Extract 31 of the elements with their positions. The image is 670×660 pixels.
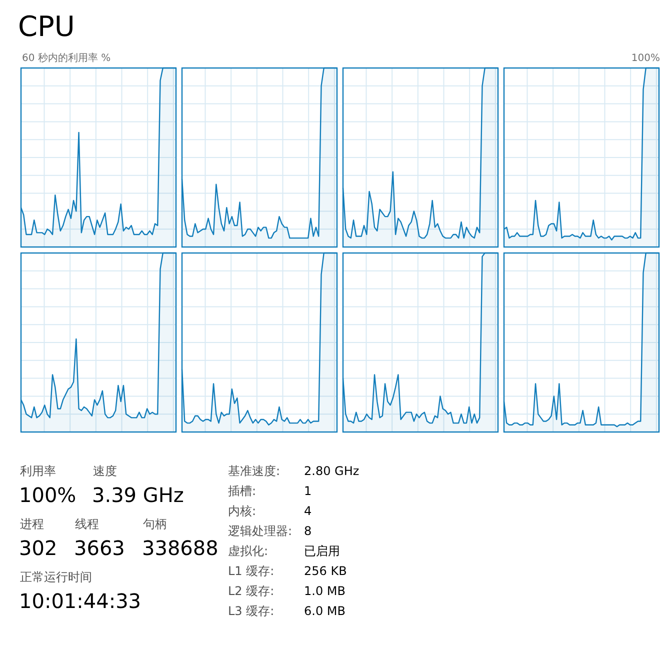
text: L2 缓存:	[228, 584, 274, 598]
text: 100%	[19, 483, 76, 507]
text: 10:01:44:33	[19, 589, 142, 613]
text: 线程	[75, 517, 99, 531]
text: 逻辑处理器:	[228, 524, 292, 538]
text: 256 KB	[304, 564, 347, 578]
text: 内核:	[228, 504, 256, 518]
text: 基准速度:	[228, 464, 280, 478]
text: 4	[304, 504, 312, 518]
text: 虚拟化:	[228, 544, 268, 558]
text: 正常运行时间	[20, 570, 92, 584]
text: 2.80 GHz	[304, 464, 360, 478]
text: 进程	[20, 517, 44, 531]
chart-title: CPU	[18, 10, 75, 43]
text: 已启用	[304, 544, 340, 558]
text: 6.0 MB	[304, 604, 346, 618]
text: 338688	[142, 536, 218, 560]
y-axis-title: 60 秒内的利用率 %	[22, 52, 111, 64]
text: L1 缓存:	[228, 564, 274, 578]
text: 速度	[93, 464, 117, 478]
text: 100%	[631, 53, 660, 64]
text: 1	[304, 484, 312, 498]
text: 302	[19, 536, 58, 560]
text: 3.39 GHz	[92, 483, 184, 507]
text: 8	[304, 524, 312, 538]
text: 利用率	[20, 464, 56, 478]
text: 3663	[74, 536, 125, 560]
text: L3 缓存:	[228, 604, 274, 618]
text: 句柄	[143, 517, 167, 531]
text: 1.0 MB	[304, 584, 346, 598]
text: 插槽:	[228, 484, 256, 498]
